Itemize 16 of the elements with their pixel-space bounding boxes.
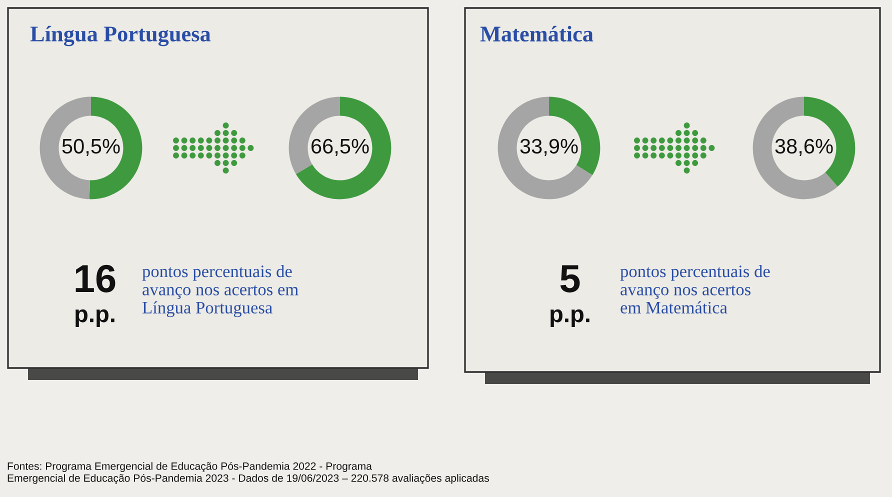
text: 5	[560, 265, 580, 292]
text: p.p.	[76, 309, 114, 328]
chart-title: Língua Portuguesa	[30, 26, 211, 46]
donut-slice	[752, 96, 838, 200]
text: pontos percentuais de avanço nos acertos em Matemática	[620, 265, 770, 314]
donut-slice	[296, 96, 392, 200]
text: 16	[76, 264, 116, 292]
text: p.p.	[550, 309, 590, 328]
data-label: 66,5%	[312, 138, 369, 156]
data-label: 33,9%	[520, 138, 578, 156]
data-label: 50,5%	[62, 138, 120, 156]
text: Fontes: Programa Emergencial de Educação Pós-Pandemia 2022 - Programa Emergencial de Educação Pós-Pandemia 2023 - Dados de 19/06/2023 – 220.578 avaliações aplicadas	[8, 462, 489, 484]
data-label: 38,6%	[775, 138, 833, 156]
chart-title: Matemática	[480, 26, 594, 42]
text: pontos percentuais de avanço nos acertos em Língua Portuguesa	[142, 265, 298, 318]
donut-slice	[498, 96, 592, 200]
